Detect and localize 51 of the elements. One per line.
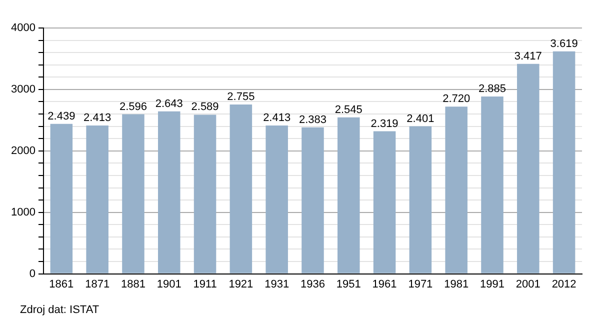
y-tick-label: 4000	[10, 22, 36, 34]
x-tick-label: 1861	[49, 278, 74, 290]
bar	[266, 126, 288, 274]
y-tick-label: 1000	[10, 206, 36, 218]
x-tick-label: 1921	[228, 278, 254, 290]
data-label: 2.383	[298, 114, 326, 126]
x-tick-label: 1936	[300, 278, 325, 290]
x-tick-label: 1951	[336, 278, 361, 290]
data-label: 2.545	[334, 104, 362, 116]
data-label: 2.413	[263, 112, 291, 124]
x-tick-label: 1911	[193, 278, 217, 290]
x-tick-label: 1961	[372, 278, 397, 290]
bar	[122, 114, 144, 274]
bar	[194, 114, 216, 274]
y-tick-label: 0	[29, 268, 36, 280]
data-label: 2.319	[370, 118, 398, 130]
bar	[158, 111, 180, 274]
data-label: 2.885	[478, 83, 506, 96]
y-tick-label: 2000	[10, 144, 36, 157]
data-label: 2.720	[442, 93, 470, 106]
x-tick-label: 1901	[156, 278, 182, 290]
data-label: 3.417	[514, 50, 542, 62]
x-tick-label: 1971	[408, 278, 433, 290]
bar	[86, 126, 108, 274]
data-label: 2.589	[191, 101, 219, 114]
y-tick-label: 3000	[10, 83, 36, 96]
x-tick-label: 1991	[480, 278, 504, 290]
x-tick-label: 1871	[85, 278, 110, 290]
x-tick-label: 2001	[516, 278, 540, 290]
bar	[552, 51, 576, 274]
data-label: 3.619	[550, 38, 578, 50]
data-label: 2.439	[48, 110, 76, 122]
bar	[445, 106, 468, 274]
text: Zdroj dat: ISTAT	[20, 304, 100, 316]
x-tick-label: 1881	[120, 278, 146, 290]
bar	[50, 124, 73, 274]
bar	[409, 126, 432, 274]
bar	[481, 96, 504, 274]
x-tick-label: 1931	[264, 278, 290, 290]
data-label: 2.596	[119, 100, 147, 113]
x-tick-label: 2012	[552, 278, 576, 290]
bar	[338, 117, 360, 274]
x-tick-label: 1981	[444, 278, 469, 290]
data-label: 2.755	[227, 91, 255, 104]
bar	[517, 64, 540, 274]
data-label: 2.413	[84, 112, 112, 124]
data-label: 2.643	[155, 98, 183, 110]
bar	[230, 104, 252, 274]
bar	[302, 127, 324, 274]
data-label: 2.401	[406, 112, 434, 125]
bar	[373, 131, 396, 274]
